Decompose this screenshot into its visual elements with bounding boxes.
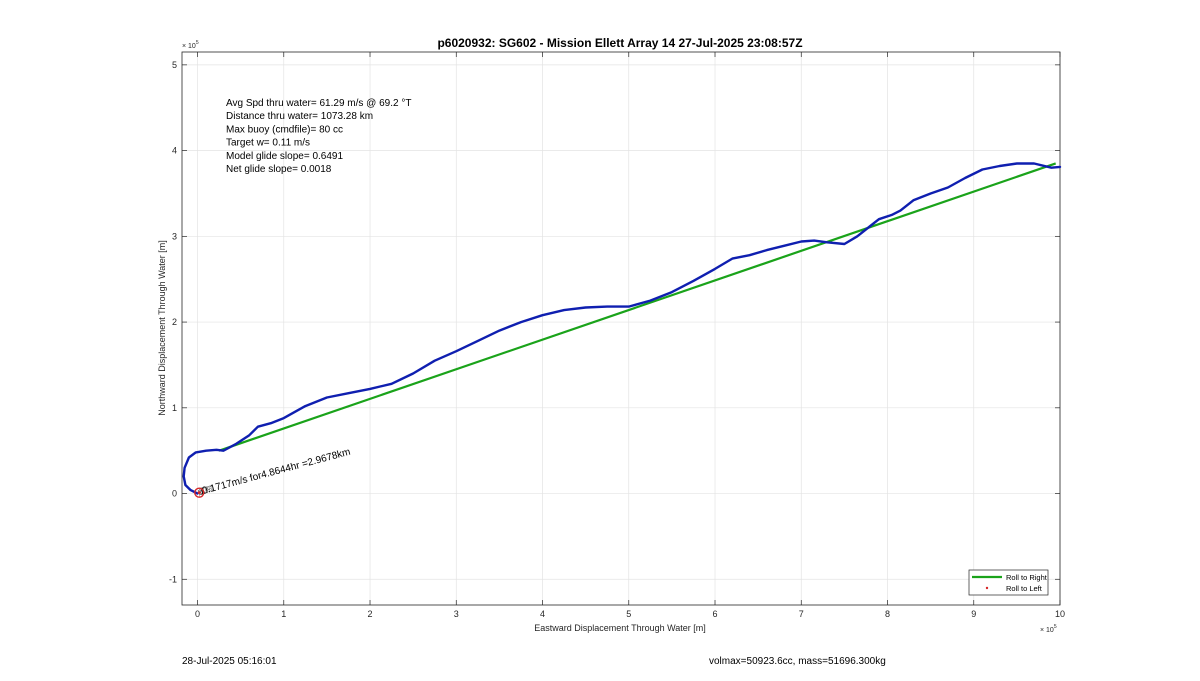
footer-timestamp: 28-Jul-2025 05:16:01	[182, 656, 277, 667]
x-tick-label-7: 7	[799, 609, 804, 619]
stats-line-0: Avg Spd thru water= 61.29 m/s @ 69.2 °T	[226, 98, 411, 109]
y-tick-label-3: 2	[172, 317, 177, 327]
stats-line-4: Model glide slope= 0.6491	[226, 151, 343, 162]
x-tick-label-5: 5	[626, 609, 631, 619]
current-annotation-group: 0.1717m/s for4.8644hr =2.9678km 1 p60209…	[197, 447, 352, 498]
marker-label-overlay: p6020932	[197, 483, 215, 497]
series-roll-to-right-line	[218, 162, 1057, 452]
legend: Roll to Right Roll to Left	[968, 569, 1049, 596]
start-marker	[194, 487, 205, 498]
x-tick-label-9: 9	[971, 609, 976, 619]
x-axis-exponent: × 105	[1040, 624, 1057, 634]
x-axis-label: Eastward Displacement Through Water [m]	[534, 623, 706, 633]
y-tick-label-0: -1	[169, 574, 177, 584]
roll-to-left-point	[197, 491, 201, 495]
footer-volume-mass: volmax=50923.6cc, mass=51696.300kg	[709, 656, 886, 667]
stats-line-2: Max buoy (cmdfile)= 80 cc	[226, 124, 343, 135]
stats-line-1: Distance thru water= 1073.28 km	[226, 111, 373, 122]
current-annotation: 0.1717m/s for4.8644hr =2.9678km	[201, 447, 352, 497]
y-tick-label-2: 1	[172, 403, 177, 413]
stats-annotations: Avg Spd thru water= 61.29 m/s @ 69.2 °T D…	[226, 98, 411, 175]
svg-text:× 105: × 105	[182, 40, 199, 50]
series-lines	[182, 162, 1062, 495]
y-exponent-base: × 10	[182, 43, 196, 50]
ticks: 0 1 2 3 4 5 6 7 8 9 10 -1 0 1 2 3 4 5	[169, 52, 1065, 619]
axes-box	[181, 51, 1061, 606]
x-tick-label-10: 10	[1055, 609, 1065, 619]
x-exponent-power: 5	[1054, 624, 1057, 630]
legend-roll-left-label: Roll to Left	[1006, 584, 1043, 593]
svg-text:× 105: × 105	[1040, 624, 1057, 634]
x-exponent-base: × 10	[1040, 627, 1054, 634]
x-tick-label-0: 0	[195, 609, 200, 619]
x-tick-label-4: 4	[540, 609, 545, 619]
y-tick-label-6: 5	[172, 60, 177, 70]
start-circle	[194, 487, 205, 498]
x-tick-label-1: 1	[281, 609, 286, 619]
legend-roll-right-label: Roll to Right	[1006, 573, 1048, 582]
legend-roll-left-swatch	[985, 586, 989, 590]
plot-frame	[181, 51, 1061, 606]
x-tick-label-2: 2	[368, 609, 373, 619]
current-annotation-overlay: 1	[198, 486, 207, 498]
y-tick-label-5: 4	[172, 146, 177, 156]
x-tick-label-3: 3	[454, 609, 459, 619]
stats-line-3: Target w= 0.11 m/s	[226, 138, 310, 149]
y-axis-exponent: × 105	[182, 40, 199, 50]
chart-title: p6020932: SG602 - Mission Ellett Array 1…	[437, 36, 802, 50]
y-tick-label-4: 3	[172, 231, 177, 241]
x-tick-label-6: 6	[713, 609, 718, 619]
stats-line-5: Net glide slope= 0.0018	[226, 164, 332, 175]
legend-box	[968, 569, 1049, 596]
glider-track-line	[182, 162, 1062, 495]
x-tick-label-8: 8	[885, 609, 890, 619]
y-tick-label-1: 0	[172, 489, 177, 499]
y-axis-label: Northward Displacement Through Water [m]	[157, 240, 167, 416]
y-exponent-power: 5	[196, 40, 199, 46]
